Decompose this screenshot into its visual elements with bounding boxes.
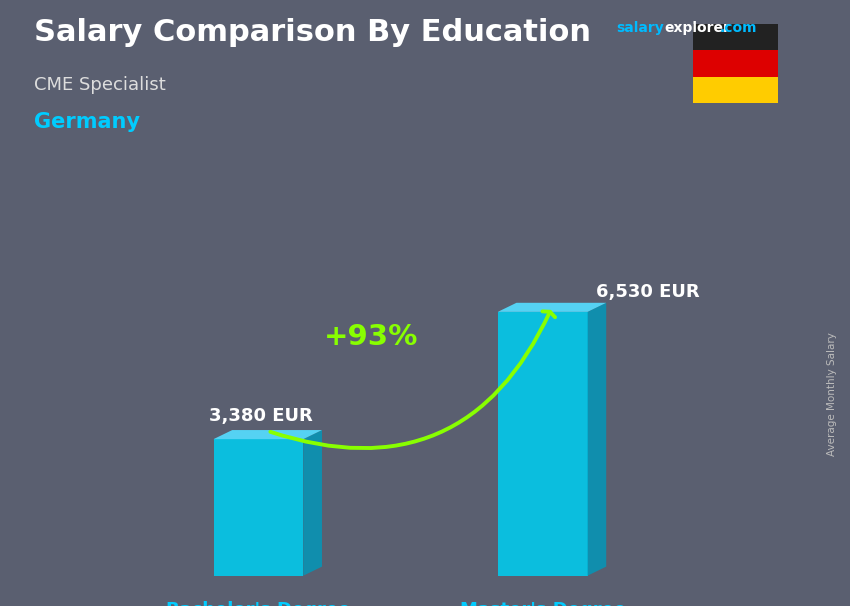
Text: .com: .com [720, 21, 757, 35]
Text: Germany: Germany [34, 112, 140, 132]
Polygon shape [587, 303, 606, 576]
Polygon shape [498, 303, 606, 312]
Text: Salary Comparison By Education: Salary Comparison By Education [34, 18, 591, 47]
Text: CME Specialist: CME Specialist [34, 76, 166, 94]
Polygon shape [213, 439, 303, 576]
Text: Bachelor's Degree: Bachelor's Degree [167, 601, 350, 606]
Text: 6,530 EUR: 6,530 EUR [597, 283, 700, 301]
Bar [693, 77, 778, 103]
Bar [693, 24, 778, 50]
Polygon shape [213, 430, 322, 439]
Polygon shape [303, 430, 322, 576]
Bar [693, 50, 778, 77]
Text: Average Monthly Salary: Average Monthly Salary [827, 332, 837, 456]
Text: 3,380 EUR: 3,380 EUR [209, 407, 313, 425]
Text: explorer: explorer [665, 21, 730, 35]
Text: salary: salary [616, 21, 664, 35]
Polygon shape [498, 312, 587, 576]
Text: +93%: +93% [323, 324, 418, 351]
Text: Master's Degree: Master's Degree [460, 601, 626, 606]
